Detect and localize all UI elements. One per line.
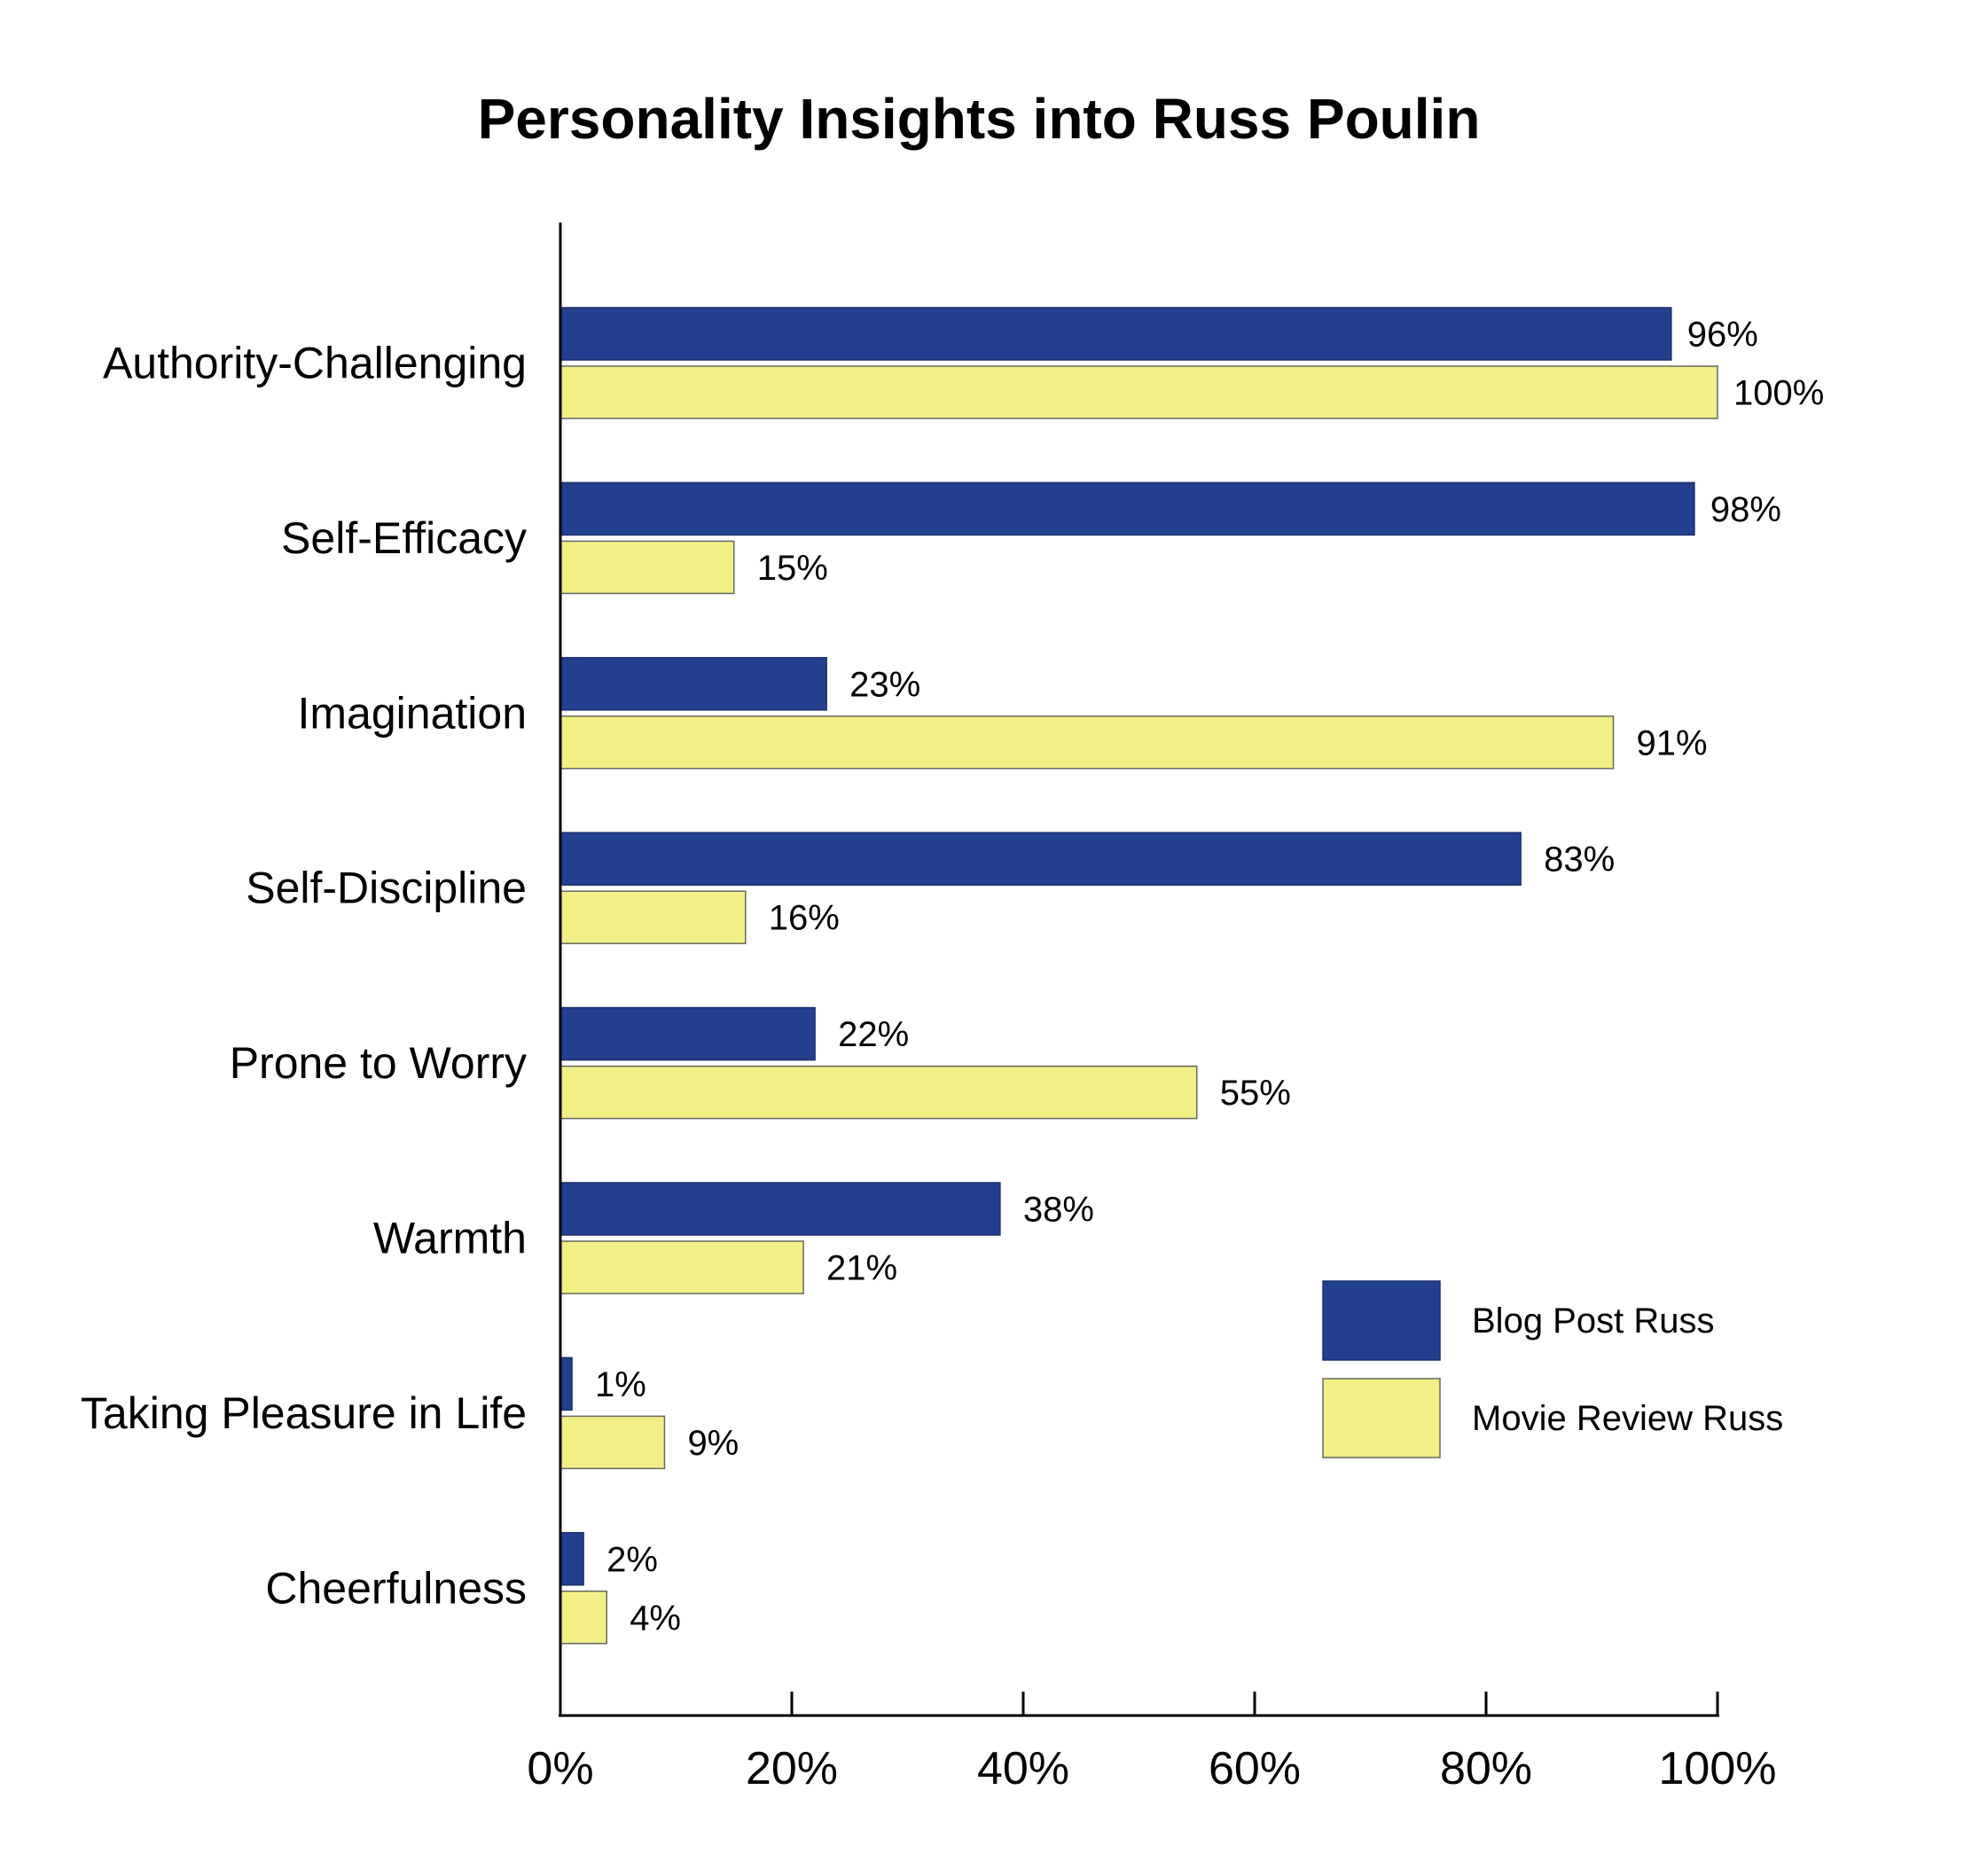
data-label: 96%: [1687, 316, 1758, 355]
data-label: 100%: [1733, 374, 1824, 413]
category-label: Authority-Challenging: [103, 339, 527, 388]
x-tick-label: 60%: [1209, 1743, 1301, 1794]
x-tick-label: 0%: [527, 1743, 593, 1794]
category-label: Cheerfulness: [265, 1563, 527, 1613]
category-label: Imagination: [298, 688, 528, 738]
bar: [559, 890, 747, 944]
bar: [559, 1415, 666, 1470]
bar: [559, 1532, 584, 1586]
legend-label: Blog Post Russ: [1472, 1301, 1714, 1341]
x-tick-label: 100%: [1659, 1743, 1777, 1794]
data-label: 83%: [1544, 840, 1615, 879]
x-tick-label: 40%: [977, 1743, 1069, 1794]
x-tick-label: 80%: [1440, 1743, 1532, 1794]
data-label: 22%: [838, 1015, 909, 1054]
chart-title: Personality Insights into Russ Poulin: [478, 87, 1481, 151]
bar: [559, 1591, 607, 1645]
category-label: Taking Pleasure in Life: [81, 1388, 527, 1438]
legend-label: Movie Review Russ: [1472, 1399, 1783, 1438]
bar: [559, 1356, 573, 1411]
data-label: 4%: [630, 1599, 681, 1638]
bar: [559, 1065, 1198, 1120]
bar: [559, 365, 1718, 419]
data-label: 9%: [687, 1424, 739, 1463]
data-label: 91%: [1637, 723, 1708, 762]
bar: [559, 1006, 816, 1061]
data-label: 38%: [1023, 1191, 1094, 1230]
category-label: Warmth: [373, 1214, 527, 1263]
x-tick-label: 20%: [746, 1743, 838, 1794]
data-label: 15%: [757, 549, 828, 588]
bar: [559, 715, 1615, 770]
data-label: 2%: [606, 1540, 658, 1579]
bar: [559, 1182, 1001, 1236]
data-label: 1%: [595, 1365, 646, 1404]
bar: [559, 1240, 804, 1294]
category-label: Prone to Worry: [230, 1038, 527, 1088]
bar: [559, 540, 735, 595]
category-label: Self-Efficacy: [281, 513, 527, 563]
data-label: 55%: [1220, 1074, 1291, 1113]
data-label: 23%: [849, 665, 920, 704]
bar: [559, 832, 1522, 886]
bar: [559, 481, 1695, 536]
legend-swatch: [1322, 1280, 1441, 1361]
data-label: 16%: [769, 899, 840, 938]
legend-swatch: [1322, 1378, 1441, 1458]
data-label: 98%: [1710, 490, 1781, 529]
data-label: 21%: [826, 1249, 897, 1288]
bar: [559, 307, 1672, 361]
bar: [559, 657, 827, 711]
category-label: Self-Discipline: [246, 864, 527, 913]
